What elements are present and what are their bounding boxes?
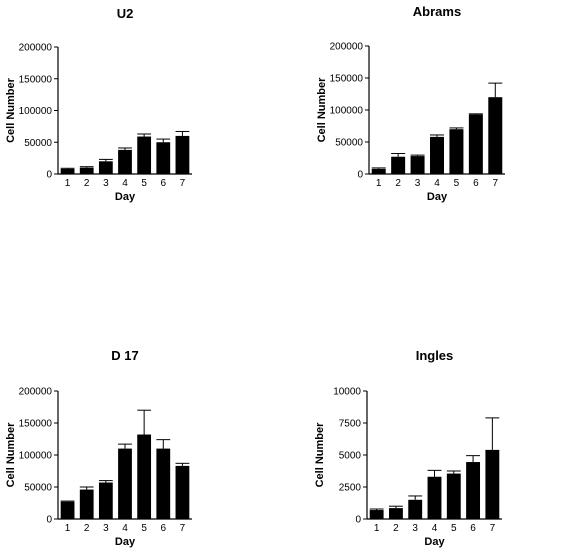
- x-tick-label: 4: [432, 523, 438, 534]
- x-tick-label: 7: [180, 178, 186, 189]
- bar: [60, 501, 75, 519]
- x-tick-label: 6: [161, 523, 167, 534]
- x-tick-label: 6: [473, 178, 479, 189]
- x-axis-label: Day: [427, 191, 448, 203]
- x-tick-label: 1: [376, 178, 382, 189]
- y-tick-label: 50000: [24, 483, 52, 494]
- chart-panel-3: D 17 Cell Number Day 0 50000 100000 150000 2000…: [5, 348, 192, 548]
- y-tick-label: 150000: [19, 419, 53, 430]
- bar: [449, 129, 464, 174]
- x-tick-label: 3: [103, 523, 109, 534]
- x-tick-label: 1: [65, 523, 71, 534]
- bar: [408, 499, 423, 519]
- bar: [118, 448, 132, 519]
- x-tick-label: 7: [493, 178, 499, 189]
- x-axis-label: Day: [115, 191, 136, 203]
- y-tick-label: 200000: [19, 43, 53, 54]
- chart-title: U2: [117, 6, 134, 21]
- chart-panel-1: U2 Cell Number Day 0 50000 100000 150000 200000…: [5, 6, 192, 203]
- bar: [427, 476, 442, 519]
- bar: [79, 167, 94, 174]
- bar: [118, 149, 132, 174]
- x-tick-label: 4: [122, 178, 128, 189]
- x-tick-label: 3: [415, 178, 421, 189]
- y-tick-label: 2500: [339, 483, 362, 494]
- bar: [98, 161, 113, 174]
- chart-title: Abrams: [413, 4, 461, 19]
- x-tick-label: 7: [490, 523, 496, 534]
- y-tick-label: 7500: [339, 419, 362, 430]
- bar: [156, 448, 171, 519]
- bar: [369, 510, 384, 519]
- y-axis-label: Cell Number: [5, 77, 17, 143]
- y-tick-label: 0: [46, 170, 52, 181]
- y-tick-label: 200000: [19, 387, 53, 398]
- bar: [446, 473, 461, 519]
- x-tick-label: 3: [412, 523, 418, 534]
- y-tick-label: 50000: [335, 138, 363, 149]
- bar: [175, 465, 190, 519]
- y-tick-label: 50000: [24, 138, 52, 149]
- bar: [391, 156, 406, 174]
- x-tick-label: 6: [470, 523, 476, 534]
- bar: [137, 136, 152, 174]
- y-axis-label: Cell Number: [316, 77, 328, 143]
- x-tick-label: 3: [103, 178, 109, 189]
- x-tick-label: 2: [84, 523, 90, 534]
- x-tick-label: 6: [161, 178, 167, 189]
- y-tick-label: 150000: [330, 74, 364, 85]
- y-tick-label: 0: [355, 515, 361, 526]
- x-tick-label: 4: [434, 178, 440, 189]
- y-tick-label: 10000: [333, 387, 361, 398]
- x-tick-label: 5: [451, 523, 457, 534]
- y-tick-label: 0: [357, 170, 363, 181]
- bar: [488, 97, 503, 174]
- bar: [137, 434, 152, 519]
- x-tick-label: 5: [141, 523, 147, 534]
- bar: [466, 462, 481, 519]
- y-tick-label: 200000: [330, 42, 364, 53]
- y-tick-label: 100000: [19, 106, 53, 117]
- x-tick-label: 2: [393, 523, 399, 534]
- bar: [371, 168, 386, 174]
- y-tick-label: 150000: [19, 74, 53, 85]
- y-tick-label: 100000: [330, 106, 364, 117]
- bar: [410, 156, 425, 174]
- bar: [156, 142, 171, 174]
- bar: [468, 114, 483, 174]
- y-tick-label: 5000: [339, 451, 362, 462]
- bar: [60, 168, 75, 174]
- bar: [175, 135, 190, 174]
- chart-panel-2: Abrams Cell Number Day 0 50000 100000 150000 20…: [316, 4, 505, 203]
- y-tick-label: 100000: [19, 451, 53, 462]
- chart-title: Ingles: [416, 348, 454, 363]
- x-axis-label: Day: [115, 536, 136, 548]
- x-tick-label: 7: [180, 523, 186, 534]
- x-axis-label: Day: [424, 536, 445, 548]
- bar: [79, 489, 94, 519]
- x-tick-label: 2: [395, 178, 401, 189]
- x-tick-label: 4: [122, 523, 128, 534]
- y-axis-label: Cell Number: [5, 422, 17, 488]
- bar: [98, 482, 113, 519]
- chart-panel-4: Ingles Cell Number Day 0 2500 5000 7500 10000 1 2…: [314, 348, 502, 548]
- y-tick-label: 0: [46, 515, 52, 526]
- bar: [485, 449, 500, 519]
- y-axis-label: Cell Number: [314, 422, 326, 488]
- chart-title: D 17: [111, 348, 138, 363]
- x-tick-label: 5: [454, 178, 460, 189]
- x-tick-label: 1: [374, 523, 380, 534]
- bar: [430, 136, 444, 174]
- x-tick-label: 1: [65, 178, 71, 189]
- bar: [388, 508, 403, 519]
- x-tick-label: 5: [141, 178, 147, 189]
- x-tick-label: 2: [84, 178, 90, 189]
